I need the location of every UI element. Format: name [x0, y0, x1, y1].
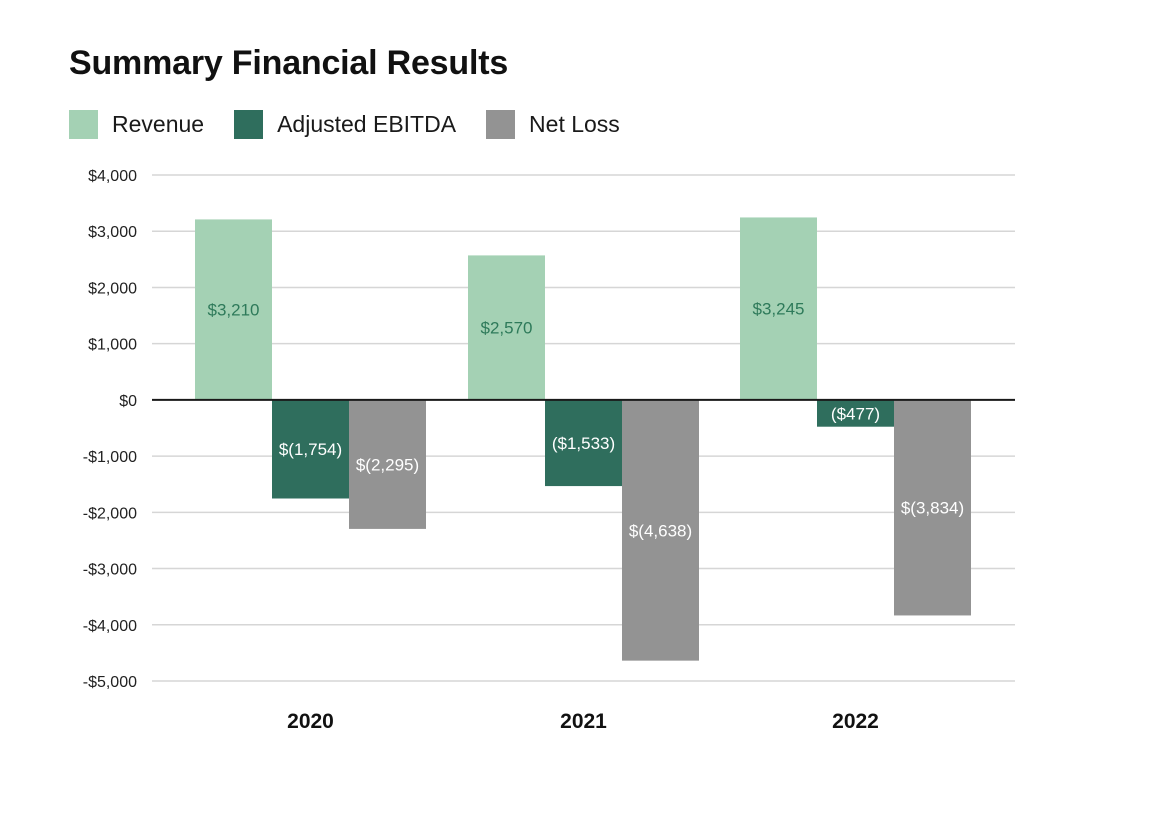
legend-label-adjusted-ebitda: Adjusted EBITDA: [277, 110, 457, 137]
y-tick-label: -$1,000: [83, 449, 137, 466]
legend-label-revenue: Revenue: [112, 110, 205, 137]
legend-item-revenue: Revenue: [69, 109, 205, 139]
bar-revenue-2022: [740, 217, 817, 400]
bar-adjusted-ebitda-2021: [545, 399, 622, 487]
bar-revenue-2021: [468, 255, 545, 400]
bar-net-loss-2022: [894, 399, 971, 616]
y-tick-label: -$3,000: [83, 562, 137, 579]
data-label-revenue-2022: $3,245: [753, 300, 805, 319]
bar-revenue-2020: [195, 219, 272, 400]
legend-item-net-loss: Net Loss: [486, 109, 620, 139]
data-label-adjusted-ebitda-2022: ($477): [831, 404, 880, 423]
data-label-net-loss-2022: $(3,834): [901, 499, 964, 518]
y-tick-label: $2,000: [88, 280, 137, 297]
data-label-net-loss-2020: $(2,295): [356, 455, 419, 474]
data-label-net-loss-2021: $(4,638): [629, 521, 692, 540]
chart-title: Summary Financial Results: [69, 44, 509, 82]
y-tick-label: $1,000: [88, 337, 137, 354]
legend-swatch-net-loss: [486, 109, 516, 139]
y-tick-label: -$5,000: [83, 674, 137, 691]
y-tick-label: -$4,000: [83, 618, 137, 635]
y-tick-label: -$2,000: [83, 505, 137, 522]
bar-adjusted-ebitda-2020: [272, 399, 349, 499]
data-label-adjusted-ebitda-2020: $(1,754): [279, 440, 342, 459]
legend-swatch-revenue: [69, 109, 98, 139]
legend-item-adjusted-ebitda: Adjusted EBITDA: [234, 109, 457, 139]
data-label-adjusted-ebitda-2021: ($1,533): [552, 434, 615, 453]
chart-legend: Revenue Adjusted EBITDA Net Loss: [69, 108, 650, 140]
x-category-label-2022: 2022: [832, 710, 879, 733]
bar-adjusted-ebitda-2022: [817, 399, 894, 427]
y-tick-label: $4,000: [88, 168, 137, 185]
data-label-revenue-2021: $2,570: [481, 319, 533, 338]
x-category-label-2020: 2020: [287, 710, 334, 733]
legend-swatch-adjusted-ebitda: [234, 109, 264, 139]
y-tick-label: $0: [119, 393, 137, 410]
data-label-revenue-2020: $3,210: [208, 301, 260, 320]
x-category-label-2021: 2021: [560, 710, 607, 733]
y-tick-label: $3,000: [88, 224, 137, 241]
bar-net-loss-2020: [349, 399, 426, 529]
legend-label-net-loss: Net Loss: [529, 110, 620, 137]
bar-net-loss-2021: [622, 399, 699, 661]
